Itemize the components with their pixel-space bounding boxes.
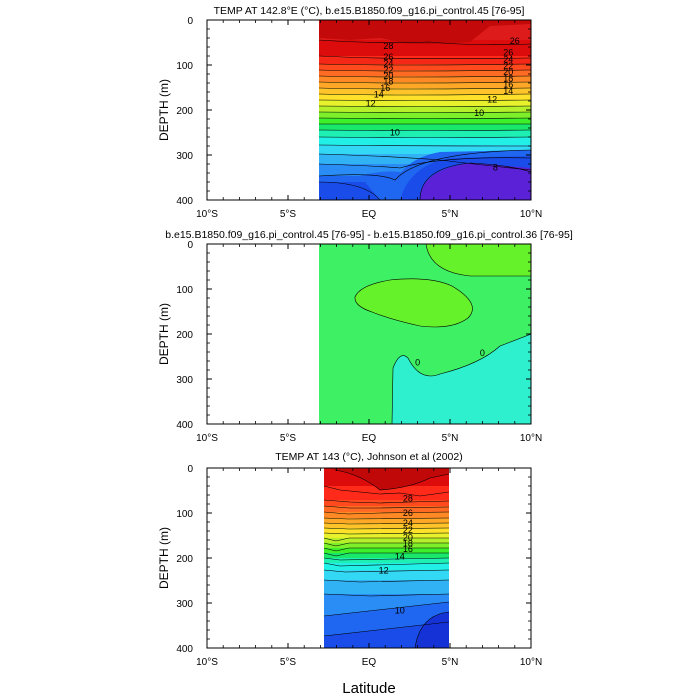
- x-tick-label: 10°N: [520, 657, 542, 668]
- y-tick-label: 200: [176, 330, 193, 341]
- x-tick-label: EQ: [362, 209, 377, 220]
- contour-label: 26: [510, 36, 520, 46]
- x-tick-label: 5°S: [280, 433, 297, 444]
- panel-3-title: TEMP AT 143 (°C), Johnson et al (2002): [275, 451, 462, 463]
- contour-label: 22: [383, 65, 393, 75]
- panel-1-y-axis-label: DEPTH (m): [157, 79, 171, 141]
- contour-label: 26: [503, 47, 513, 57]
- contour-label: 24: [383, 59, 393, 69]
- panel-2-contour-labels: 00: [415, 348, 485, 367]
- y-tick-label: 100: [176, 61, 193, 72]
- y-tick-label: 0: [187, 464, 193, 475]
- panel-1-fill: [318, 20, 531, 200]
- x-tick-label: 5°S: [280, 209, 297, 220]
- contour-label: 20: [403, 532, 413, 542]
- contour-label: 14: [503, 86, 513, 96]
- contour-label: 24: [403, 518, 413, 528]
- y-tick-label: 200: [176, 554, 193, 565]
- contour-label: 10: [395, 606, 405, 616]
- y-tick-label: 400: [176, 644, 193, 655]
- contour-label: 10: [474, 108, 484, 118]
- panel-2-y-axis-label: DEPTH (m): [157, 303, 171, 365]
- contour-label: 24: [503, 55, 513, 65]
- contour-label: 18: [503, 74, 513, 84]
- y-tick-label: 200: [176, 106, 193, 117]
- y-tick-label: 100: [176, 509, 193, 520]
- contour-label: 28: [383, 41, 393, 51]
- contour-label: 20: [503, 67, 513, 77]
- y-tick-label: 0: [187, 16, 193, 27]
- contour-label: 12: [487, 95, 497, 105]
- x-tick-label: EQ: [362, 657, 377, 668]
- panel-3-fill: [323, 468, 450, 648]
- x-tick-label: 5°N: [442, 657, 459, 668]
- x-tick-label: 5°N: [442, 433, 459, 444]
- contour-label: 12: [379, 566, 389, 576]
- contour-label: 10: [390, 128, 400, 138]
- y-tick-label: 0: [187, 240, 193, 251]
- panel-2-ticks: 10°S 5°S EQ 5°N 10°N 0 100 200 300 400: [176, 240, 542, 444]
- y-tick-label: 300: [176, 151, 193, 162]
- panel-2-title: b.e15.B1850.f09_g16.pi_control.45 [76-95…: [165, 229, 573, 241]
- contour-label: 16: [380, 83, 390, 93]
- panel-2-temperature-difference: b.e15.B1850.f09_g16.pi_control.45 [76-95…: [157, 229, 573, 444]
- contour-label: 16: [503, 79, 513, 89]
- contour-label: 0: [415, 357, 420, 367]
- x-tick-label: EQ: [362, 433, 377, 444]
- panel-3-ticks: 10°S 5°S EQ 5°N 10°N 0 100 200 300 400: [176, 464, 542, 668]
- y-tick-label: 300: [176, 599, 193, 610]
- x-tick-label: 10°N: [520, 433, 542, 444]
- x-tick-label: 10°N: [520, 209, 542, 220]
- panel-1-model-temperature: TEMP AT 142.8°E (°C), b.e15.B1850.f09_g1…: [157, 5, 542, 220]
- contour-label: 26: [383, 52, 393, 62]
- contour-label: 22: [403, 525, 413, 535]
- contour-label: 26: [403, 508, 413, 518]
- x-tick-label: 10°S: [196, 657, 218, 668]
- y-tick-label: 100: [176, 285, 193, 296]
- y-tick-label: 400: [176, 196, 193, 207]
- x-axis-label: Latitude: [342, 680, 395, 697]
- panel-1-ticks: 10°S 5°S EQ 5°N 10°N 0 100 200 300 400: [176, 16, 542, 220]
- x-tick-label: 5°N: [442, 209, 459, 220]
- x-tick-label: 5°S: [280, 657, 297, 668]
- contour-label: 0: [480, 348, 485, 358]
- contour-label: 8: [493, 163, 498, 173]
- panel-3-observed-temperature: TEMP AT 143 (°C), Johnson et al (2002): [157, 451, 542, 668]
- y-tick-label: 300: [176, 375, 193, 386]
- contour-label: 14: [374, 90, 384, 100]
- y-tick-label: 400: [176, 420, 193, 431]
- contour-label: 28: [403, 494, 413, 504]
- contour-label: 12: [366, 99, 376, 109]
- contour-label: 14: [395, 552, 405, 562]
- panel-2-fill: [319, 244, 531, 424]
- x-tick-label: 10°S: [196, 209, 218, 220]
- contour-label: 16: [403, 544, 413, 554]
- contour-label: 18: [403, 539, 413, 549]
- contour-label: 20: [383, 71, 393, 81]
- contour-label: 22: [503, 61, 513, 71]
- x-tick-label: 10°S: [196, 433, 218, 444]
- contour-label: 18: [383, 77, 393, 87]
- panel-1-title: TEMP AT 142.8°E (°C), b.e15.B1850.f09_g1…: [214, 5, 525, 17]
- panel-3-y-axis-label: DEPTH (m): [157, 527, 171, 589]
